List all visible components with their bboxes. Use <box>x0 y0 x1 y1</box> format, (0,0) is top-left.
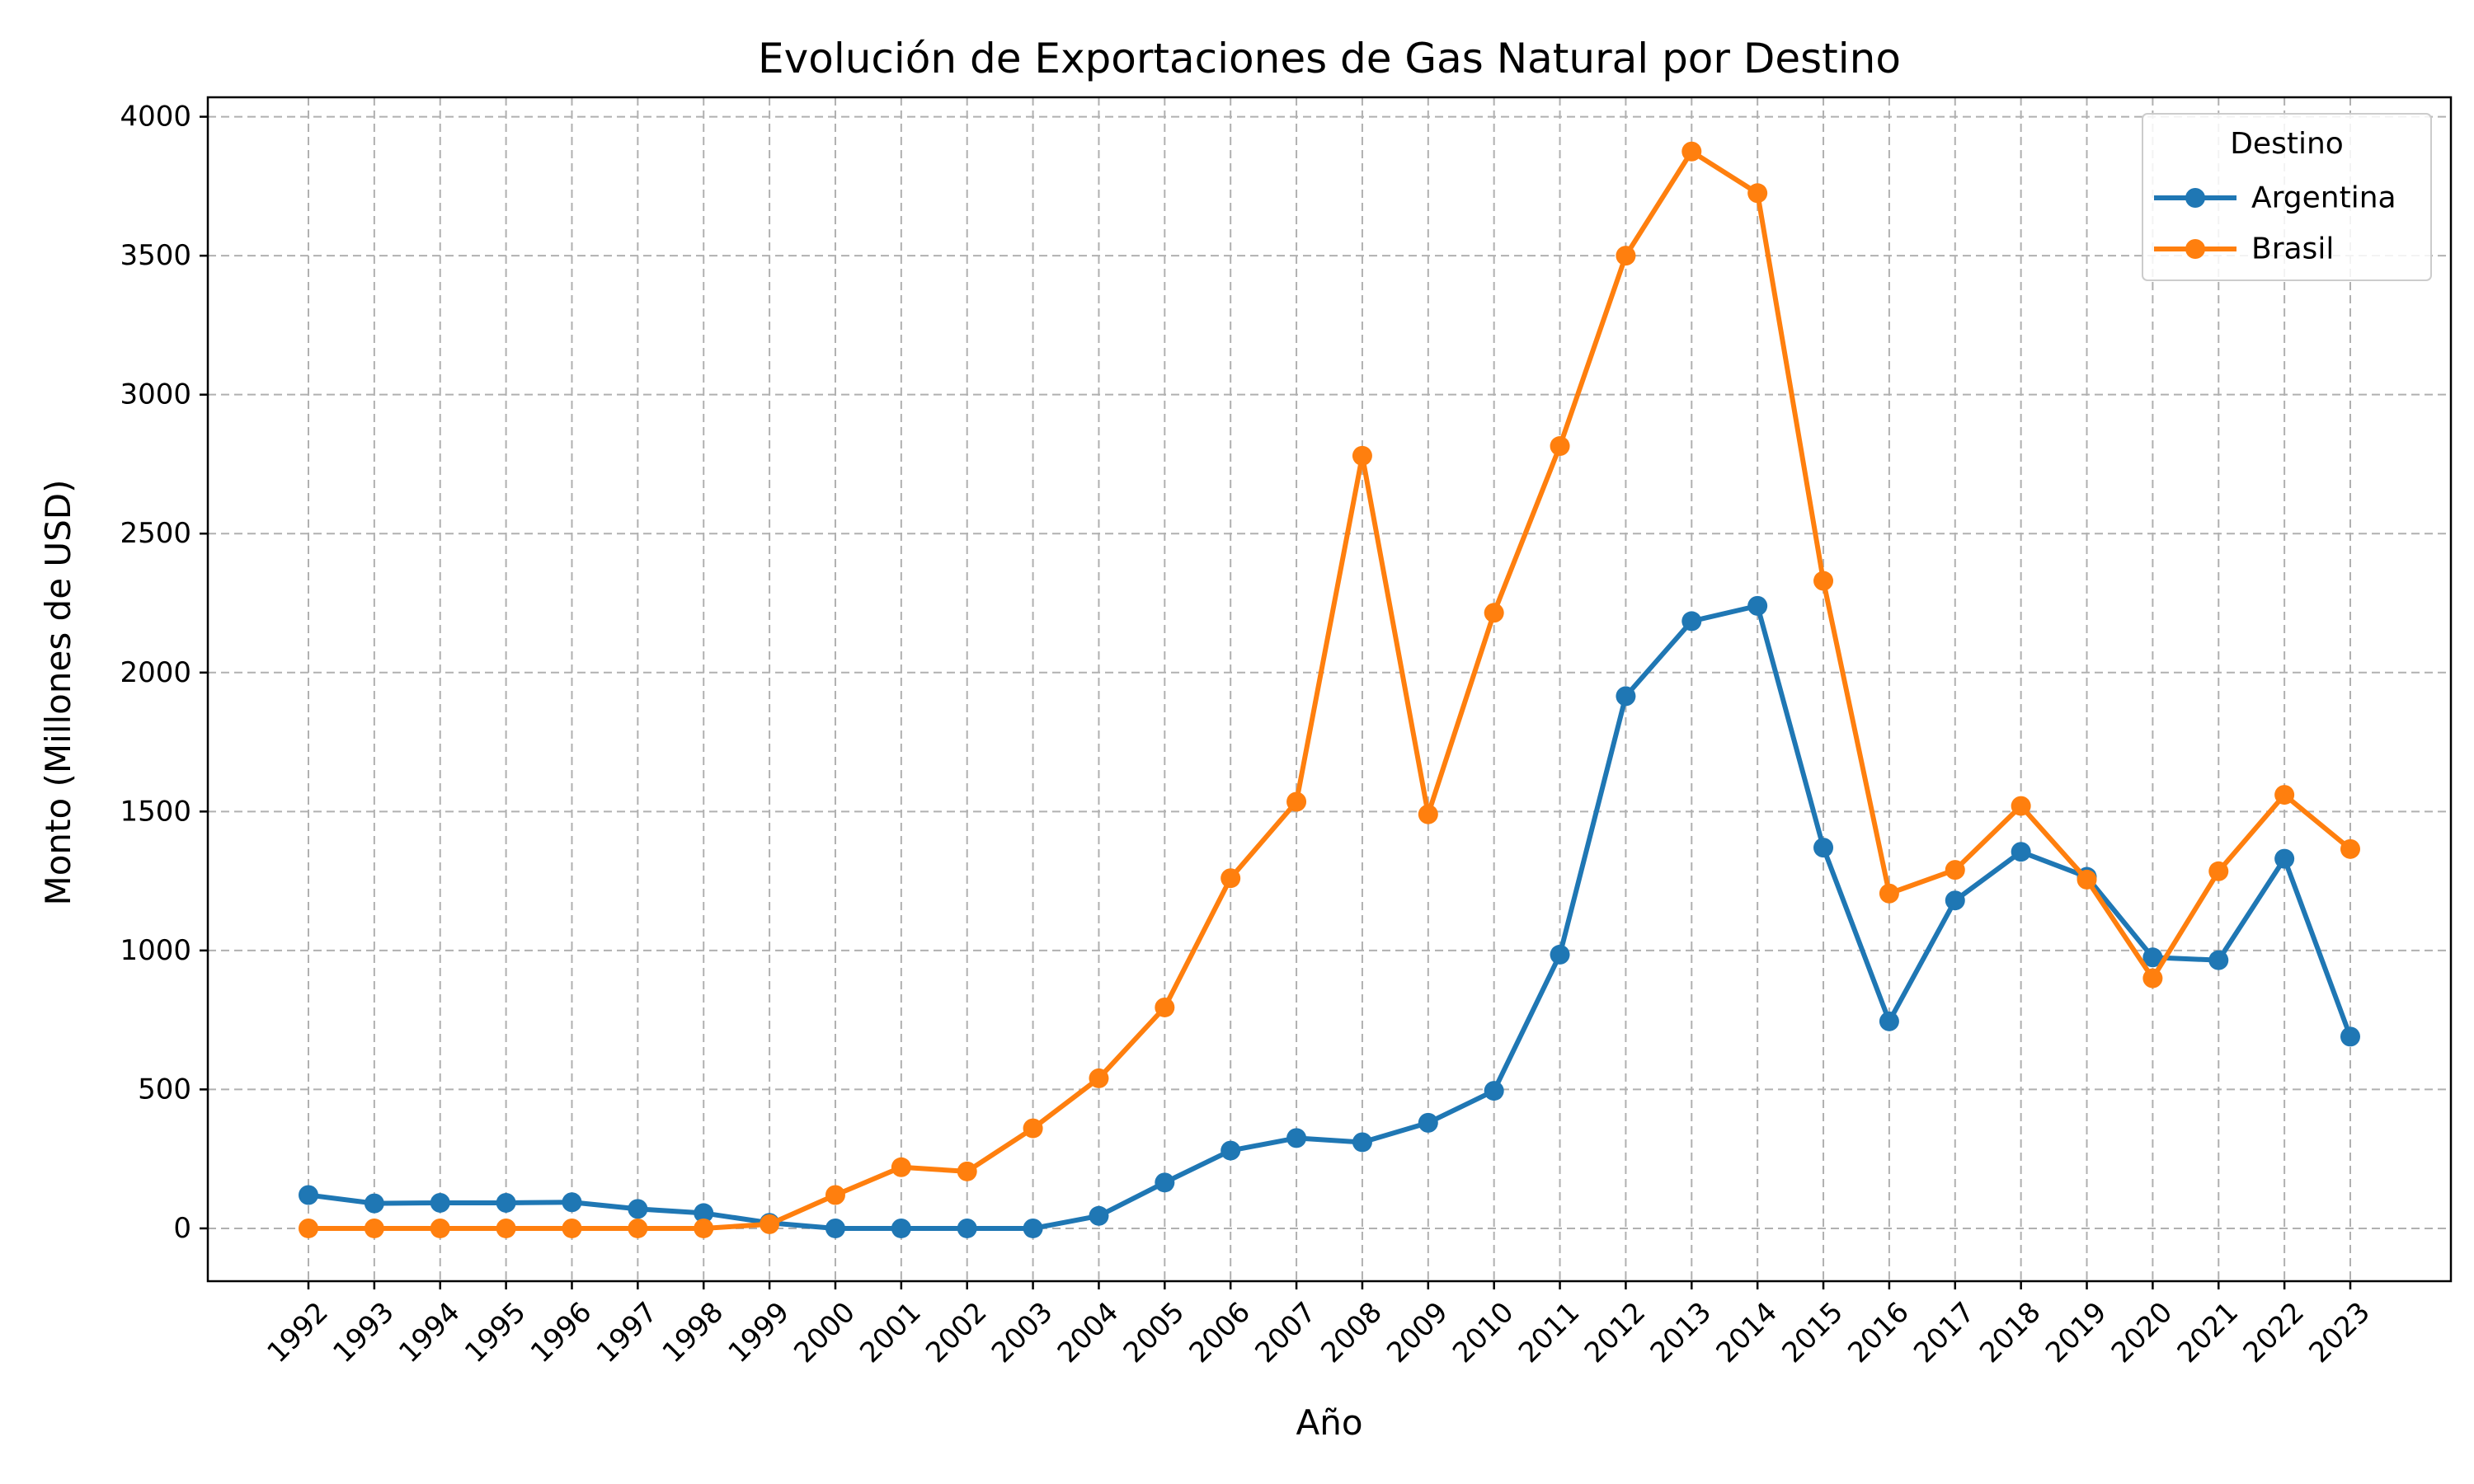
y-tick-label: 2000 <box>120 656 191 689</box>
y-tick-label: 1000 <box>120 934 191 967</box>
data-point-argentina <box>2208 950 2229 970</box>
data-point-brasil <box>1945 860 1965 881</box>
data-point-argentina <box>1418 1112 1438 1133</box>
data-point-brasil <box>2208 861 2229 881</box>
series-line-brasil <box>306 148 2353 1231</box>
data-point-argentina <box>1221 1140 1241 1161</box>
data-point-argentina <box>1352 1132 1372 1153</box>
data-point-brasil <box>628 1218 648 1238</box>
data-point-brasil <box>1550 436 1570 457</box>
y-tick-label: 3000 <box>120 378 191 411</box>
series-layer <box>299 141 2360 1238</box>
data-point-argentina <box>1089 1205 1109 1226</box>
y-tick-label: 4000 <box>120 101 191 134</box>
plot-frame <box>206 96 2453 1283</box>
data-point-argentina <box>1681 611 1702 632</box>
data-point-brasil <box>2274 785 2295 805</box>
legend-swatch-marker <box>2185 239 2205 259</box>
data-point-brasil <box>825 1185 845 1205</box>
series-brasil <box>299 141 2360 1238</box>
data-point-brasil <box>299 1218 318 1238</box>
data-point-argentina <box>1813 838 1834 858</box>
data-point-brasil <box>1418 804 1438 824</box>
data-point-brasil <box>1352 445 1372 466</box>
legend-box <box>2142 113 2432 281</box>
data-point-argentina <box>694 1203 714 1223</box>
data-point-brasil <box>562 1218 582 1238</box>
data-point-brasil <box>496 1218 516 1238</box>
data-point-brasil <box>1747 183 1768 204</box>
y-tick-label: 500 <box>138 1073 191 1106</box>
data-point-brasil <box>1681 141 1702 162</box>
data-point-brasil <box>1484 603 1504 623</box>
data-point-argentina <box>825 1218 845 1238</box>
legend-label: Argentina <box>2251 181 2396 215</box>
data-point-argentina <box>1155 1172 1175 1193</box>
data-point-brasil <box>2077 869 2097 890</box>
data-point-argentina <box>1023 1218 1043 1238</box>
series-argentina <box>299 595 2360 1238</box>
data-point-brasil <box>1089 1068 1109 1088</box>
data-point-brasil <box>957 1161 977 1181</box>
chart-title: Evolución de Exportaciones de Gas Natura… <box>758 35 1901 82</box>
data-point-argentina <box>1286 1128 1307 1148</box>
data-point-argentina <box>364 1193 384 1214</box>
data-point-brasil <box>1221 868 1241 889</box>
data-point-argentina <box>1616 686 1636 707</box>
data-point-argentina <box>2011 842 2031 862</box>
data-point-brasil <box>1155 997 1175 1017</box>
legend-label: Brasil <box>2251 232 2334 266</box>
legend-swatch-marker <box>2185 188 2205 208</box>
data-point-argentina <box>628 1199 648 1219</box>
data-point-brasil <box>891 1157 911 1177</box>
y-axis-label: Monto (Millones de USD) <box>38 479 78 905</box>
data-point-brasil <box>694 1218 714 1238</box>
data-point-argentina <box>562 1192 582 1213</box>
y-tick-label: 1500 <box>120 795 191 828</box>
data-point-argentina <box>1747 595 1768 616</box>
grid-layer <box>208 97 2451 1281</box>
y-tick-label: 2500 <box>120 517 191 550</box>
legend: Destino Argentina Brasil <box>2142 113 2432 281</box>
data-point-brasil <box>1879 883 1899 904</box>
data-point-argentina <box>299 1185 318 1205</box>
data-point-argentina <box>1550 944 1570 965</box>
data-point-brasil <box>1616 246 1636 266</box>
data-point-argentina <box>891 1218 911 1238</box>
data-point-brasil <box>364 1218 384 1238</box>
legend-entry-argentina: Argentina <box>2154 181 2396 215</box>
data-point-argentina <box>1879 1011 1899 1031</box>
legend-items: Argentina Brasil <box>2154 181 2396 266</box>
data-point-brasil <box>2011 796 2031 816</box>
y-tick-label: 0 <box>173 1212 191 1245</box>
data-point-argentina <box>2274 848 2295 869</box>
data-point-argentina <box>957 1218 977 1238</box>
data-point-argentina <box>2340 1026 2360 1047</box>
data-point-brasil <box>1813 571 1834 591</box>
data-point-argentina <box>1484 1081 1504 1101</box>
data-point-argentina <box>496 1192 516 1213</box>
y-tick-label: 3500 <box>120 239 191 272</box>
data-point-brasil <box>1023 1118 1043 1139</box>
data-point-brasil <box>1286 791 1307 812</box>
legend-entry-brasil: Brasil <box>2154 232 2334 266</box>
series-line-argentina <box>306 603 2353 1231</box>
data-point-brasil <box>430 1218 450 1238</box>
data-point-brasil <box>2340 838 2360 859</box>
data-point-brasil <box>760 1214 780 1234</box>
x-axis-label: Año <box>1296 1402 1362 1443</box>
data-point-argentina <box>2142 947 2163 968</box>
data-point-argentina <box>430 1192 450 1213</box>
data-point-argentina <box>1945 890 1965 911</box>
legend-title: Destino <box>2230 127 2344 161</box>
data-point-brasil <box>2142 968 2163 989</box>
